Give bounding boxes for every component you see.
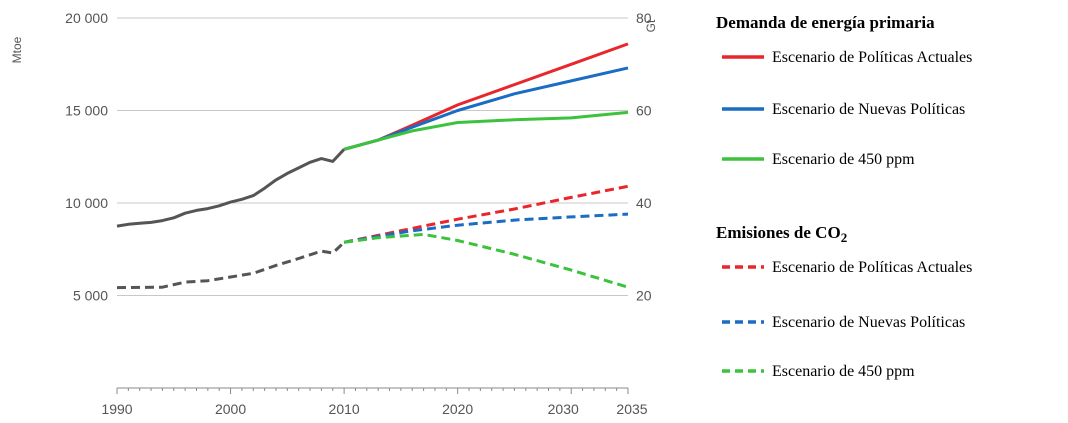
legend-label: Escenario de Políticas Actuales <box>772 49 972 66</box>
left-tick-label: 20 000 <box>65 10 108 26</box>
left-tick-label: 15 000 <box>65 103 108 119</box>
right-axis-unit: Gt <box>644 19 658 32</box>
axes: 5 000 10 000 15 000 20 000 20 40 60 80 1990 2000 2… <box>10 10 658 417</box>
x-tick-label: 2010 <box>329 401 360 417</box>
legend-label: Escenario de Políticas Actuales <box>772 259 972 276</box>
right-tick-label: 80 <box>636 10 652 26</box>
right-tick-label: 20 <box>636 288 652 304</box>
series-line-1 <box>116 148 346 228</box>
x-tick-label: 2030 <box>548 401 579 417</box>
left-tick-label: 5 000 <box>73 288 108 304</box>
legend-label: Escenario de Nuevas Políticas <box>772 314 965 331</box>
legend-label: Escenario de Nuevas Políticas <box>772 101 965 118</box>
left-tick-label: 10 000 <box>65 195 108 211</box>
legend-group-title: Emisiones de CO2 <box>716 223 847 245</box>
series-line-2 <box>343 42 629 151</box>
x-tick-label: 2020 <box>442 401 473 417</box>
legend-label: Escenario de 450 ppm <box>772 363 915 380</box>
x-tick-label: 1990 <box>101 401 132 417</box>
x-tick-label: 2000 <box>215 401 246 417</box>
legend-label: Escenario de 450 ppm <box>772 151 915 168</box>
grid <box>117 17 628 296</box>
right-tick-label: 40 <box>636 195 652 211</box>
series-line-5 <box>116 241 346 290</box>
legend-group-title: Demanda de energía primaria <box>716 13 935 32</box>
series-lines <box>116 42 629 290</box>
right-tick-label: 60 <box>636 103 652 119</box>
x-tick-label: 2035 <box>616 401 647 417</box>
legend: Demanda de energía primaria Escenario de … <box>716 13 972 380</box>
series-line-8 <box>343 232 629 289</box>
legend-title-subscript: 2 <box>841 230 848 245</box>
left-axis-unit: Mtoe <box>10 36 24 63</box>
series-line-4 <box>343 110 629 151</box>
